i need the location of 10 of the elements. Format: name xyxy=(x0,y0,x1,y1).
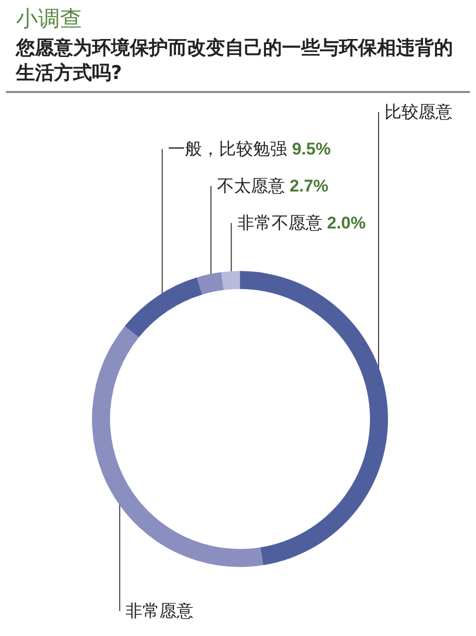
slice-label: 非常不愿意 xyxy=(237,214,328,233)
slice-label: 不太愿意 xyxy=(216,176,290,196)
slice-label: 比较愿意 xyxy=(384,102,453,122)
data-label: 2.0% xyxy=(326,214,366,233)
data-label: 9.5% xyxy=(292,140,331,159)
slice-label: 非常愿意 xyxy=(126,602,194,621)
chart-subtitle: 您愿意为环境保护而改变自己的一些与环保相违背的生活方式吗? xyxy=(16,36,454,86)
slice-label: 一般，比较勉强 xyxy=(168,140,292,159)
data-label: 2.7% xyxy=(290,176,328,196)
chart-title: 小调查 xyxy=(16,6,83,34)
